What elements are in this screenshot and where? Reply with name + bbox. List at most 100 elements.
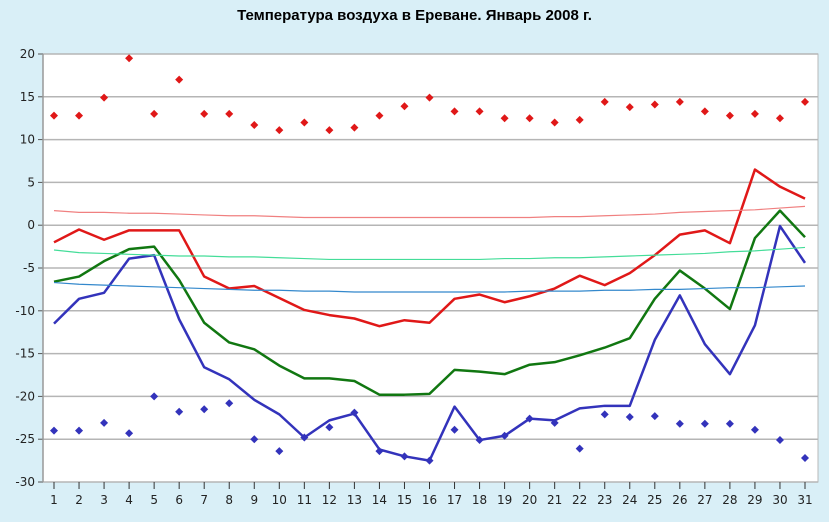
x-tick-label: 25 [647,493,662,507]
data-point [525,414,534,423]
series-line-4 [53,246,806,261]
data-point [775,114,784,123]
x-tick-label: 27 [697,493,712,507]
data-point [125,429,134,438]
data-point [450,107,459,116]
x-tick-label: 13 [347,493,362,507]
y-tick-label: -15 [15,347,35,361]
data-point [400,452,409,461]
data-point [525,114,534,123]
data-point [600,410,609,419]
data-point [500,114,509,123]
data-point [750,425,759,434]
y-tick-label: -10 [15,304,35,318]
data-point [75,111,84,120]
data-point [475,436,484,445]
y-tick-label: 15 [20,90,35,104]
data-point [675,97,684,106]
data-point [250,121,259,130]
series-group [50,54,809,465]
data-point [250,435,259,444]
x-tick-label: 16 [422,493,437,507]
series-line-0 [53,168,806,328]
data-point [801,454,809,463]
x-tick-label: 10 [272,493,287,507]
y-axis-group: 20 15 10 5 0 -5 -10 -15 -20 -25 -30 [15,47,44,489]
series-line-1 [53,209,806,396]
data-point [225,399,234,408]
data-point [425,456,434,465]
x-tick-label: 5 [150,493,158,507]
data-point [550,118,559,127]
data-point [400,102,409,111]
data-point [125,54,134,63]
data-point [475,107,484,116]
data-point [550,418,559,427]
y-tick-label: 5 [27,175,35,189]
data-point [200,405,209,414]
x-tick-label: 28 [722,493,737,507]
data-point [575,444,584,453]
data-point [801,97,809,106]
x-tick-label: 22 [572,493,587,507]
x-tick-label: 8 [225,493,233,507]
data-point [625,412,634,421]
data-point [500,431,509,440]
data-point [50,426,58,435]
x-tick-label: 2 [75,493,83,507]
y-tick-label: 0 [27,218,35,232]
data-point [200,109,209,118]
data-point [700,107,709,116]
data-point [150,392,159,401]
data-point [175,407,184,416]
data-point [300,118,309,127]
x-tick-label: 9 [250,493,258,507]
data-point [725,111,734,120]
y-tick-label: 10 [20,133,35,147]
data-point [650,100,659,109]
data-point [775,436,784,445]
x-tick-label: 20 [522,493,537,507]
x-tick-label: 1 [50,493,58,507]
x-tick-label: 12 [322,493,337,507]
x-tick-label: 21 [547,493,562,507]
data-point [425,93,434,102]
data-point [700,419,709,428]
data-point [450,425,459,434]
data-point [650,412,659,421]
x-tick-label: 24 [622,493,637,507]
data-point [675,419,684,428]
x-tick-label: 6 [175,493,183,507]
y-tick-label: -25 [15,432,35,446]
x-tick-label: 15 [397,493,412,507]
y-tick-label: -20 [15,389,35,403]
x-tick-label: 19 [497,493,512,507]
x-tick-label: 18 [472,493,487,507]
data-point [100,418,109,427]
data-point [375,447,384,456]
x-tick-label: 23 [597,493,612,507]
data-point [275,447,284,456]
data-point [600,97,609,106]
x-tick-label: 14 [372,493,387,507]
x-tick-label: 11 [297,493,312,507]
data-point [725,419,734,428]
x-tick-label: 4 [125,493,133,507]
x-axis-group: 1 2 3 4 5 6 7 8 9 10 11 12 13 14 15 16 17 18 19 20 21 22 23 24 2… [50,482,813,507]
y-tick-label: -30 [15,475,35,489]
data-point [325,126,334,135]
data-point [275,126,284,135]
data-point [575,115,584,124]
data-point [175,75,184,84]
data-point [750,109,759,118]
data-point [50,111,58,120]
y-tick-label: 20 [20,47,35,61]
data-point [350,408,359,417]
data-point [325,423,334,432]
x-tick-label: 26 [672,493,687,507]
data-point [625,103,634,112]
data-point [300,433,309,442]
series-line-5 [53,281,806,293]
x-tick-label: 31 [797,493,812,507]
